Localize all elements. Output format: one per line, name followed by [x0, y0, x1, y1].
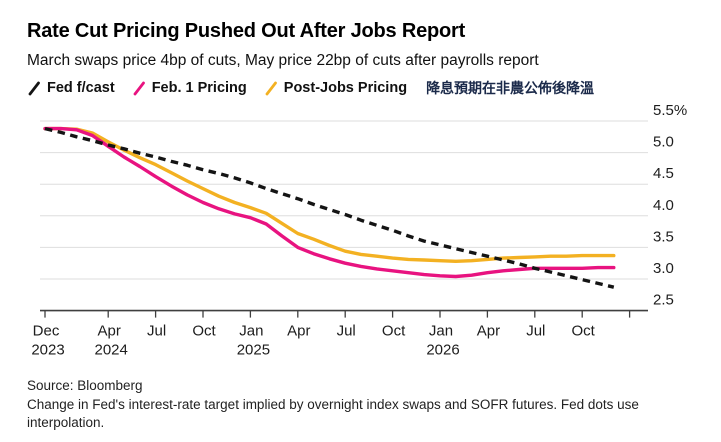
- legend-item-post-jobs-pricing: Post-Jobs Pricing: [264, 80, 407, 96]
- x-axis-label: Apr: [477, 323, 500, 340]
- x-axis-label: Jul: [526, 323, 545, 340]
- legend-slash-icon: [265, 81, 277, 95]
- x-axis-label: Oct: [382, 323, 406, 340]
- annotation-text: 降息預期在非農公佈後降溫: [426, 80, 595, 96]
- legend-slash-icon: [133, 81, 145, 95]
- legend-label: Post-Jobs Pricing: [283, 80, 408, 96]
- x-axis-label: Jan: [429, 323, 453, 340]
- x-axis-year-label: 2025: [237, 342, 270, 359]
- legend-item-fed-f-cast: Fed f/cast: [27, 80, 115, 96]
- footnote: Change in Fed's interest-rate target imp…: [27, 397, 639, 431]
- y-axis-label: 5.0: [653, 134, 674, 151]
- x-axis-label: Oct: [192, 323, 216, 340]
- y-axis-label: 4.0: [653, 197, 674, 214]
- fed-f-cast-line: [44, 126, 615, 289]
- legend-item-feb-1-pricing: Feb. 1 Pricing: [132, 80, 247, 96]
- x-axis-label: Jul: [337, 323, 356, 340]
- x-axis-year-label: 2024: [95, 342, 128, 359]
- x-axis-label: Dec: [33, 323, 60, 340]
- post-jobs-pricing-line: [43, 126, 616, 263]
- legend-items: Fed f/cast Feb. 1 Pricing Post-Jobs Pricin…: [27, 80, 407, 96]
- legend-label: Fed f/cast: [47, 80, 115, 96]
- y-axis-label: 4.5: [653, 165, 674, 182]
- feb-1-pricing-line: [43, 126, 616, 279]
- y-axis-label: 3.0: [653, 260, 674, 277]
- y-axis-label: 2.5: [653, 292, 674, 309]
- x-axis-label: Apr: [98, 323, 121, 340]
- source-label: Source: Bloomberg: [27, 378, 143, 393]
- x-axis-label: Oct: [572, 323, 596, 340]
- legend-label: Feb. 1 Pricing: [151, 80, 247, 96]
- x-axis-year-label: 2026: [426, 342, 459, 359]
- legend-slash-icon: [28, 81, 40, 95]
- page-title: Rate Cut Pricing Pushed Out After Jobs R…: [27, 20, 466, 42]
- x-axis-label: Apr: [287, 323, 310, 340]
- y-axis-label: 3.5: [653, 228, 674, 245]
- y-axis-label: 5.5%: [653, 102, 687, 119]
- legend: Fed f/cast Feb. 1 Pricing Post-Jobs Pricin…: [27, 78, 594, 98]
- chart-subtitle: March swaps price 4bp of cuts, May price…: [27, 52, 539, 69]
- x-axis-label: Jul: [147, 323, 166, 340]
- x-axis-year-label: 2023: [31, 342, 64, 359]
- x-axis-label: Jan: [239, 323, 263, 340]
